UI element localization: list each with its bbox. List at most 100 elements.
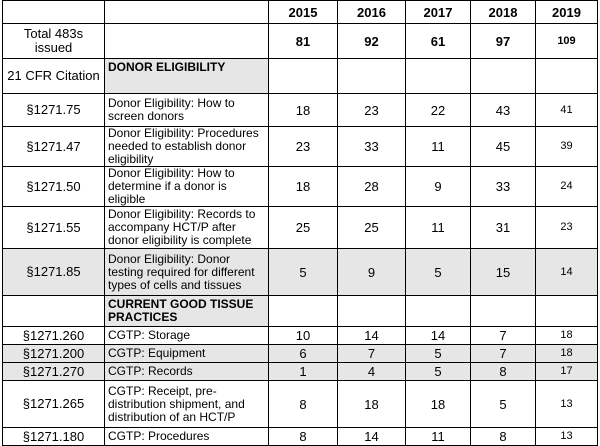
count: 23 — [268, 126, 338, 167]
citation: §1271.85 — [2, 248, 105, 296]
count: 17 — [535, 362, 598, 381]
count: 7 — [470, 344, 536, 363]
count: 28 — [337, 166, 406, 207]
table-row: §1271.47 Donor Eligibility: Procedures ne… — [2, 126, 598, 167]
table-row: Total 483s issued 81 92 61 97 109 — [2, 23, 598, 59]
count: 10 — [268, 326, 338, 345]
count: 18 — [337, 380, 406, 428]
count: 18 — [405, 380, 471, 428]
description: CGTP: Receipt, pre-distribution shipment… — [104, 380, 269, 428]
count: 25 — [337, 206, 406, 249]
count: 23 — [535, 206, 598, 249]
count: 11 — [405, 427, 471, 446]
count: 41 — [535, 93, 598, 127]
year-header: 2019 — [535, 0, 598, 24]
count: 11 — [405, 206, 471, 249]
empty-cell — [337, 295, 406, 327]
count: 5 — [405, 344, 471, 363]
table-row: CURRENT GOOD TISSUE PRACTICES — [2, 295, 598, 327]
count: 14 — [337, 427, 406, 446]
count: 33 — [470, 166, 536, 207]
count: 81 — [268, 23, 338, 59]
table-row: §1271.200 CGTP: Equipment 6 7 5 7 18 — [2, 344, 598, 363]
empty-cell — [470, 295, 536, 327]
count: 22 — [405, 93, 471, 127]
citation: §1271.75 — [2, 93, 105, 127]
count: 7 — [337, 344, 406, 363]
empty-cell — [104, 23, 269, 59]
count: 33 — [337, 126, 406, 167]
empty-cell — [535, 295, 598, 327]
count: 5 — [405, 248, 471, 296]
count: 14 — [405, 326, 471, 345]
empty-cell — [2, 295, 105, 327]
count: 15 — [470, 248, 536, 296]
empty-cell — [535, 58, 598, 94]
count: 23 — [337, 93, 406, 127]
empty-cell — [2, 0, 105, 24]
count: 61 — [405, 23, 471, 59]
section-title: DONOR ELIGIBILITY — [104, 58, 269, 94]
count: 18 — [535, 344, 598, 363]
description: Donor Eligibility: How to determine if a… — [104, 166, 269, 207]
empty-cell — [405, 295, 471, 327]
year-header: 2015 — [268, 0, 338, 24]
citation: §1271.50 — [2, 166, 105, 207]
count: 4 — [337, 362, 406, 381]
count: 5 — [470, 380, 536, 428]
section-title: CURRENT GOOD TISSUE PRACTICES — [104, 295, 269, 327]
table-row: §1271.50 Donor Eligibility: How to determ… — [2, 166, 598, 207]
citation: §1271.200 — [2, 344, 105, 363]
count: 39 — [535, 126, 598, 167]
count: 109 — [535, 23, 598, 59]
empty-cell — [268, 58, 338, 94]
count: 24 — [535, 166, 598, 207]
count: 45 — [470, 126, 536, 167]
citation: §1271.270 — [2, 362, 105, 381]
table-row: §1271.85 Donor Eligibility: Donor testing… — [2, 248, 598, 296]
description: Donor Eligibility: Procedures needed to … — [104, 126, 269, 167]
count: 18 — [268, 166, 338, 207]
count: 13 — [535, 427, 598, 446]
empty-cell — [104, 0, 269, 24]
empty-cell — [268, 295, 338, 327]
count: 97 — [470, 23, 536, 59]
count: 25 — [268, 206, 338, 249]
year-header: 2016 — [337, 0, 406, 24]
year-header: 2017 — [405, 0, 471, 24]
count: 7 — [470, 326, 536, 345]
count: 8 — [470, 362, 536, 381]
count: 9 — [337, 248, 406, 296]
count: 18 — [535, 326, 598, 345]
table-row: §1271.55 Donor Eligibility: Records to ac… — [2, 206, 598, 249]
count: 31 — [470, 206, 536, 249]
count: 43 — [470, 93, 536, 127]
description: Donor Eligibility: How to screen donors — [104, 93, 269, 127]
citation: §1271.55 — [2, 206, 105, 249]
year-header: 2018 — [470, 0, 536, 24]
empty-cell — [337, 58, 406, 94]
count: 14 — [535, 248, 598, 296]
citation: Total 483s issued — [2, 23, 105, 59]
count: 1 — [268, 362, 338, 381]
count: 8 — [470, 427, 536, 446]
count: 13 — [535, 380, 598, 428]
table-row: §1271.180 CGTP: Procedures 8 14 11 8 13 — [2, 427, 598, 446]
description: CGTP: Storage — [104, 326, 269, 345]
citation: 21 CFR Citation — [2, 58, 105, 94]
table-row: §1271.75 Donor Eligibility: How to screen… — [2, 93, 598, 127]
count: 11 — [405, 126, 471, 167]
description: CGTP: Procedures — [104, 427, 269, 446]
count: 5 — [405, 362, 471, 381]
count: 5 — [268, 248, 338, 296]
description: CGTP: Equipment — [104, 344, 269, 363]
count: 9 — [405, 166, 471, 207]
citation: §1271.180 — [2, 427, 105, 446]
empty-cell — [405, 58, 471, 94]
table-row: §1271.270 CGTP: Records 1 4 5 8 17 — [2, 362, 598, 381]
description: CGTP: Records — [104, 362, 269, 381]
description: Donor Eligibility: Donor testing require… — [104, 248, 269, 296]
count: 8 — [268, 427, 338, 446]
